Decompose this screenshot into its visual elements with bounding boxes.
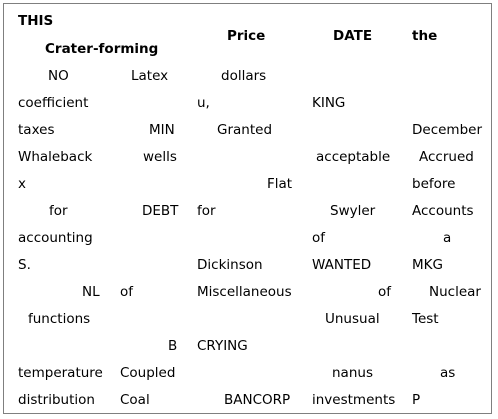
cell: CRYING xyxy=(197,338,248,354)
table-frame: THIS Crater-forming Price DATE the NO La… xyxy=(3,3,492,414)
cell: P xyxy=(412,392,421,408)
cell: accounting xyxy=(18,230,93,246)
cell: Unusual xyxy=(325,311,380,327)
cell: Coupled xyxy=(120,365,176,381)
cell: Miscellaneous xyxy=(197,284,292,300)
cell: for xyxy=(49,203,68,219)
cell: coefficient xyxy=(18,95,89,111)
cell: MIN xyxy=(149,122,175,138)
cell: December xyxy=(412,122,483,138)
cell: distribution xyxy=(18,392,95,408)
header-crater-forming: Crater-forming xyxy=(45,41,159,57)
cell: NL xyxy=(82,284,100,300)
cell: Whaleback xyxy=(18,149,93,165)
cell: DEBT xyxy=(142,203,179,219)
cell: investments xyxy=(312,392,396,408)
cell: Accounts xyxy=(412,203,474,219)
header-price: Price xyxy=(227,28,266,44)
cell: u, xyxy=(197,95,210,111)
cell: taxes xyxy=(18,122,55,138)
header-date: DATE xyxy=(333,28,373,44)
cell: BANCORP xyxy=(224,392,291,408)
cell: a xyxy=(443,230,452,246)
cell: of xyxy=(312,230,326,246)
cell: for xyxy=(197,203,216,219)
cell: Test xyxy=(412,311,439,327)
cell: Flat xyxy=(267,176,293,192)
cell: x xyxy=(18,176,26,192)
cell: of xyxy=(378,284,392,300)
cell: Dickinson xyxy=(197,257,263,273)
cell: temperature xyxy=(18,365,103,381)
cell: acceptable xyxy=(316,149,391,165)
cell: NO xyxy=(48,68,69,84)
cell: WANTED xyxy=(312,257,372,273)
cell: KING xyxy=(312,95,346,111)
header-this: THIS xyxy=(18,13,54,29)
cell: Swyler xyxy=(330,203,376,219)
header-the: the xyxy=(412,28,438,44)
cell: of xyxy=(120,284,134,300)
cell: Latex xyxy=(131,68,169,84)
cell: functions xyxy=(28,311,91,327)
cell: nanus xyxy=(332,365,373,381)
cell: dollars xyxy=(221,68,267,84)
cell: B xyxy=(168,338,178,354)
cell: Granted xyxy=(217,122,273,138)
cell: as xyxy=(440,365,456,381)
cell: wells xyxy=(143,149,177,165)
cell: MKG xyxy=(412,257,443,273)
cell: S. xyxy=(18,257,31,273)
cell: before xyxy=(412,176,456,192)
cell: Nuclear xyxy=(429,284,481,300)
cell: Coal xyxy=(120,392,150,408)
cell: Accrued xyxy=(419,149,474,165)
